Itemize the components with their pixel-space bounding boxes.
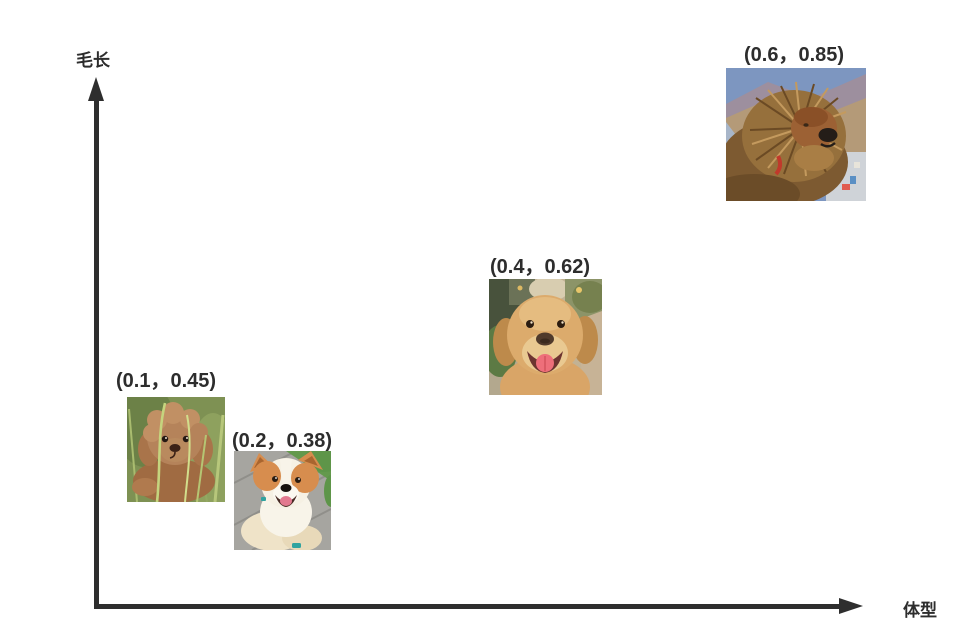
corgi-photo	[234, 451, 331, 550]
golden-retriever-photo	[489, 279, 602, 395]
y-axis-label: 毛长	[76, 51, 110, 70]
point-label: (0.2，0.38)	[232, 430, 333, 452]
tibetan-mastiff-photo	[726, 68, 866, 201]
y-axis-arrow-icon	[88, 77, 104, 101]
x-axis-arrow-icon	[839, 598, 863, 614]
x-axis-line	[94, 604, 840, 609]
point-label: (0.1，0.45)	[116, 370, 217, 392]
poodle-photo	[127, 397, 225, 502]
point-label: (0.4，0.62)	[490, 256, 591, 278]
point-label: (0.6，0.85)	[744, 44, 845, 66]
x-axis-label: 体型	[903, 601, 937, 620]
y-axis-line	[94, 98, 99, 609]
